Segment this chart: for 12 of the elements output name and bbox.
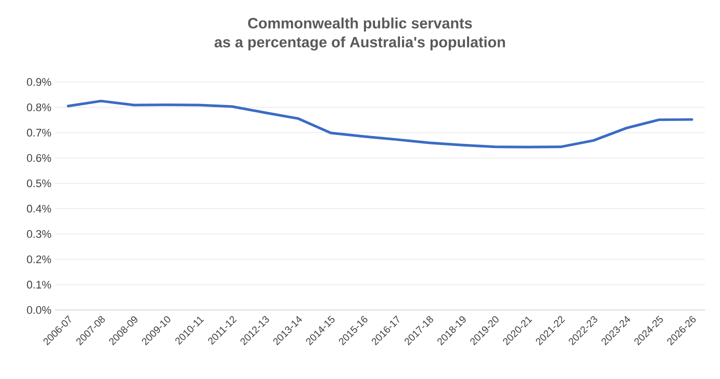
y-tick-label: 0.8%: [26, 103, 52, 112]
y-tick-label: 0.4%: [26, 204, 52, 213]
y-tick-label: 0.6%: [26, 154, 52, 162]
chart-title: Commonwealth public servants as a percentage of Australia's population: [214, 18, 505, 50]
y-tick-label: 0.5%: [26, 179, 52, 188]
y-tick-label: 0.3%: [26, 230, 52, 238]
y-tick-label: 0.1%: [26, 280, 52, 289]
y-tick-label: 0.9%: [26, 78, 52, 86]
y-tick-label: 0.7%: [26, 128, 52, 137]
y-tick-label: 0.0%: [26, 306, 52, 314]
line-series: [66, 100, 694, 148]
y-tick-label: 0.2%: [26, 255, 52, 264]
